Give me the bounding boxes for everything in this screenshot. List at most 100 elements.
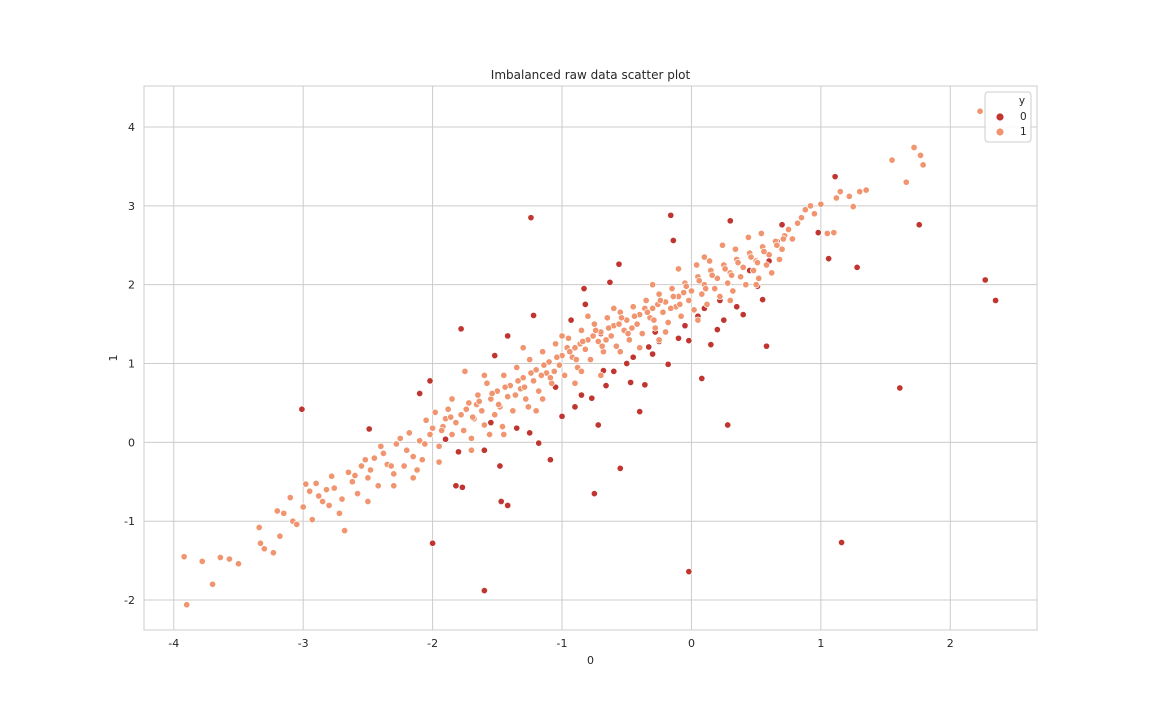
- scatter-point-y1: [677, 312, 685, 320]
- scatter-point-y1: [762, 261, 771, 269]
- scatter-point-y1: [579, 337, 587, 345]
- scatter-point-y0: [602, 382, 610, 390]
- scatter-point-y1: [379, 449, 387, 457]
- scatter-point-y0: [581, 300, 589, 308]
- scatter-point-y1: [685, 296, 693, 304]
- scatter-point-y1: [260, 545, 268, 553]
- y-tick-label: 3: [128, 200, 135, 213]
- scatter-point-y1: [532, 366, 540, 374]
- scatter-point-y1: [488, 389, 496, 398]
- scatter-point-y0: [487, 419, 495, 427]
- scatter-point-y1: [545, 358, 553, 366]
- scatter-point-y1: [566, 348, 574, 356]
- scatter-point-y1: [636, 344, 644, 352]
- scatter-point-y1: [693, 261, 701, 269]
- scatter-point-y0: [567, 316, 575, 324]
- scatter-point-y1: [676, 300, 684, 308]
- scatter-point-y1: [198, 557, 206, 565]
- scatter-point-y0: [896, 384, 904, 392]
- scatter-point-y1: [225, 555, 233, 563]
- scatter-point-y1: [405, 429, 413, 437]
- scatter-point-y1: [797, 214, 806, 222]
- scatter-point-y1: [836, 188, 844, 196]
- scatter-point-y1: [862, 186, 870, 194]
- scatter-point-y0: [762, 342, 771, 350]
- scatter-point-y1: [742, 281, 750, 289]
- scatter-point-y1: [581, 345, 589, 353]
- scatter-point-y1: [806, 202, 815, 210]
- scatter-point-y1: [460, 426, 468, 435]
- scatter-point-y1: [180, 553, 188, 561]
- scatter-point-y1: [643, 308, 651, 316]
- scatter-point-y1: [513, 363, 521, 372]
- scatter-point-y0: [458, 483, 466, 491]
- scatter-point-y1: [618, 314, 626, 322]
- scatter-point-y0: [558, 412, 566, 420]
- scatter-point-y1: [302, 480, 310, 488]
- scatter-point-y1: [788, 235, 796, 243]
- scatter-point-y1: [695, 277, 703, 285]
- scatter-point-y0: [497, 497, 505, 506]
- scatter-point-y1: [539, 348, 547, 356]
- scatter-point-y1: [418, 456, 426, 464]
- scatter-point-y0: [513, 424, 521, 432]
- scatter-point-y1: [817, 200, 825, 208]
- scatter-point-y1: [366, 466, 375, 474]
- x-axis-label: 0: [587, 654, 594, 667]
- scatter-point-y0: [674, 334, 683, 342]
- legend-label-1: 1: [1020, 126, 1027, 138]
- x-tick-label: 0: [688, 637, 695, 650]
- scatter-point-y1: [597, 371, 605, 379]
- scatter-point-y1: [357, 462, 365, 470]
- scatter-point-y0: [577, 391, 585, 399]
- scatter-point-y1: [501, 383, 509, 391]
- scatter-point-y1: [594, 337, 602, 345]
- scatter-point-y1: [312, 479, 320, 487]
- scatter-point-y1: [448, 395, 456, 403]
- y-axis-label: 1: [107, 355, 120, 362]
- scatter-point-y1: [500, 430, 508, 439]
- scatter-point-y1: [694, 316, 702, 324]
- scatter-point-y0: [838, 538, 846, 547]
- scatter-point-y0: [504, 501, 512, 509]
- scatter-point-y1: [474, 391, 482, 399]
- y-tick-label: 2: [128, 279, 135, 292]
- scatter-point-y1: [590, 320, 598, 328]
- scatter-point-y1: [700, 253, 708, 261]
- scatter-point-y1: [784, 225, 793, 234]
- scatter-point-y1: [561, 371, 569, 379]
- scatter-point-y0: [496, 462, 504, 470]
- scatter-point-y1: [638, 330, 646, 338]
- scatter-point-y0: [535, 439, 543, 447]
- scatter-point-y0: [641, 381, 649, 389]
- scatter-point-y1: [387, 462, 395, 470]
- scatter-point-y1: [390, 470, 398, 478]
- scatter-point-y1: [183, 601, 191, 609]
- scatter-point-y1: [775, 255, 784, 263]
- scatter-point-y1: [461, 367, 469, 375]
- scatter-point-y0: [814, 229, 822, 237]
- scatter-point-y1: [353, 490, 362, 498]
- scatter-point-y1: [630, 312, 639, 320]
- scatter-point-y1: [682, 282, 690, 290]
- scatter-point-y1: [413, 466, 421, 474]
- scatter-point-y1: [480, 421, 488, 429]
- scatter-point-y1: [486, 430, 494, 439]
- scatter-point-y1: [338, 495, 346, 503]
- scatter-point-y1: [910, 143, 918, 152]
- scatter-point-y1: [431, 408, 439, 416]
- scatter-point-y0: [546, 456, 554, 464]
- scatter-point-y1: [361, 456, 369, 464]
- scatter-point-y1: [400, 462, 408, 470]
- scatter-point-y1: [724, 279, 732, 287]
- scatter-point-y0: [452, 482, 460, 490]
- scatter-point-y1: [616, 348, 624, 356]
- scatter-point-y0: [480, 587, 488, 595]
- scatter-point-y1: [667, 304, 675, 312]
- scatter-point-y1: [341, 527, 349, 535]
- scatter-point-y1: [849, 203, 857, 211]
- scatter-point-y0: [530, 311, 538, 319]
- scatter-point-y0: [580, 285, 588, 293]
- scatter-point-y1: [659, 308, 667, 316]
